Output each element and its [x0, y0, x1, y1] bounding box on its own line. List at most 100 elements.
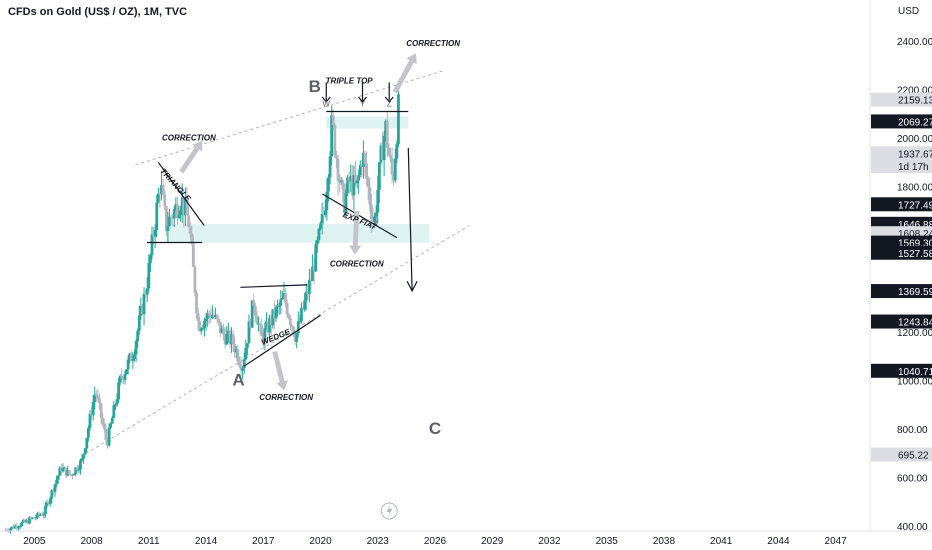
price-tag-bg	[871, 284, 932, 299]
x-tick-label: 2038	[653, 536, 676, 547]
candle	[144, 289, 148, 299]
candle	[323, 199, 327, 218]
correction-arrow-shape	[392, 53, 417, 94]
candle	[366, 176, 370, 201]
candle	[44, 501, 47, 518]
candle-body	[172, 209, 176, 219]
candle	[347, 171, 351, 194]
candle-body	[333, 125, 337, 156]
exp-fiat-line	[322, 193, 398, 239]
candle	[245, 343, 249, 356]
candle	[128, 352, 132, 364]
candle-body	[206, 313, 210, 319]
candle-body	[244, 347, 248, 360]
candle-body	[74, 467, 78, 475]
candle	[236, 345, 240, 365]
candle-body	[255, 315, 259, 325]
candle	[109, 422, 113, 429]
candle-body	[12, 526, 16, 529]
candle	[40, 511, 44, 516]
price-tag-bg	[871, 92, 932, 107]
candle-body	[311, 266, 314, 281]
candle	[21, 518, 25, 524]
candle	[96, 388, 100, 403]
candle	[134, 338, 138, 362]
candle-body	[236, 349, 240, 362]
candle	[374, 205, 378, 223]
candle-body	[257, 323, 260, 325]
candle	[341, 179, 345, 202]
candle-body	[292, 326, 295, 336]
candle	[288, 315, 292, 330]
candle	[271, 309, 275, 329]
candle-body	[303, 300, 307, 310]
down-arrow-line	[407, 147, 413, 291]
price-tag-label: 2069.27	[898, 117, 932, 128]
candle	[204, 313, 208, 331]
candle-body	[69, 474, 73, 476]
candle-body	[199, 328, 203, 332]
candle	[284, 288, 287, 308]
candle	[115, 393, 119, 408]
x-tick-label: 2041	[710, 536, 733, 547]
candle-body	[79, 460, 82, 470]
candle-body	[96, 395, 100, 399]
correction-arrow-triangle	[179, 140, 203, 174]
candle-body	[203, 321, 206, 328]
top-marker-arrow-head	[358, 96, 367, 103]
candle	[4, 527, 8, 531]
candle	[223, 326, 227, 349]
candle-body	[134, 341, 138, 355]
candle-body	[314, 243, 318, 272]
y-tick-label: 1200.00	[897, 328, 932, 339]
candle-body	[285, 303, 289, 315]
top-marker-arrow-head	[321, 96, 331, 103]
candle-body	[9, 528, 12, 531]
candle-body	[215, 314, 219, 319]
candle	[85, 437, 89, 453]
candle-body	[72, 474, 76, 476]
candle	[93, 386, 97, 410]
candle	[193, 265, 197, 297]
x-tick-label: 2011	[138, 536, 160, 547]
candle	[123, 370, 127, 385]
candle-body	[50, 490, 54, 499]
candle	[282, 281, 286, 300]
candle-body	[101, 417, 105, 424]
candle-body	[39, 514, 43, 516]
candle	[268, 314, 272, 337]
candle	[376, 175, 380, 224]
candle	[234, 346, 238, 359]
candle-body	[85, 437, 89, 449]
candle	[338, 174, 342, 193]
candle-body	[336, 158, 340, 181]
candle	[387, 143, 391, 157]
candle	[352, 165, 356, 211]
candle-body	[239, 365, 243, 371]
candle	[311, 254, 314, 282]
chart-title: CFDs on Gold (US$ / OZ), 1M, TVC	[8, 6, 188, 18]
candle	[263, 322, 267, 351]
candle-body	[250, 300, 254, 328]
candle-body	[149, 255, 152, 263]
candle	[225, 326, 229, 346]
candle	[136, 328, 140, 348]
candle	[107, 423, 111, 447]
candle	[214, 307, 217, 320]
candle	[212, 310, 216, 320]
candle-body	[168, 216, 171, 226]
candle-body	[390, 158, 394, 175]
price-tag-label: 2159.13	[898, 96, 932, 107]
candle-body	[123, 374, 127, 380]
candle	[385, 110, 389, 158]
candle-body	[139, 306, 143, 316]
candle-body	[179, 210, 183, 216]
candle-body	[363, 153, 367, 164]
candle	[34, 514, 38, 521]
candle	[188, 221, 192, 238]
candle	[358, 160, 362, 178]
candle-body	[142, 293, 146, 315]
candle-body	[241, 368, 245, 371]
